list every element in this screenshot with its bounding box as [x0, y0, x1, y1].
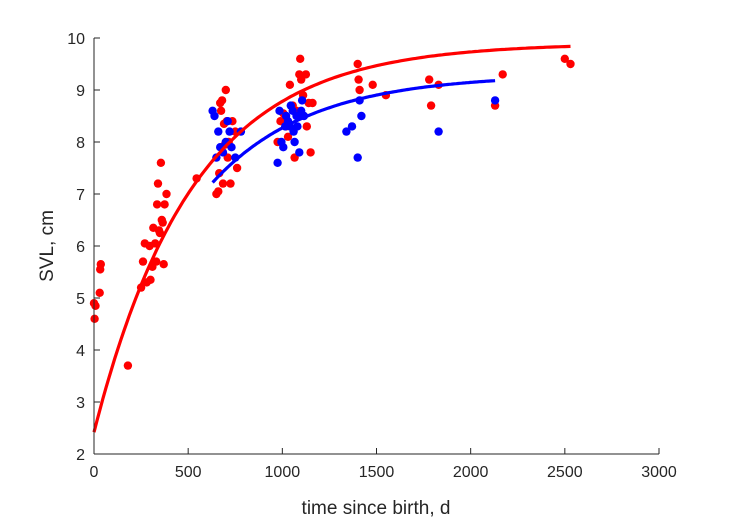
data-point — [353, 59, 362, 69]
y-tick-label: 3 — [76, 395, 85, 412]
data-point — [279, 143, 288, 152]
data-point — [96, 260, 106, 269]
data-point — [296, 54, 305, 63]
x-tick-label: 500 — [175, 464, 202, 481]
data-point — [146, 275, 155, 284]
data-point — [158, 218, 167, 227]
x-tick-label: 3000 — [641, 464, 677, 481]
data-point — [95, 288, 104, 297]
data-point — [368, 80, 377, 90]
data-point — [308, 98, 317, 108]
data-point — [227, 143, 236, 152]
data-point — [218, 179, 228, 188]
axes: 0 500 1000 1500 2000 2500 3000 2 3 4 5 6 7 8 9 10 — [67, 31, 677, 481]
data-point — [210, 111, 219, 121]
data-point — [273, 158, 282, 167]
data-point — [293, 122, 302, 131]
data-point — [498, 70, 507, 79]
x-tick-label: 1000 — [265, 464, 301, 481]
data-point — [301, 70, 311, 79]
y-tick-label: 5 — [76, 291, 85, 308]
fit-curve — [92, 44, 571, 433]
data-point — [226, 179, 235, 188]
data-point — [152, 257, 161, 266]
data-point — [155, 228, 165, 238]
y-tick-label: 10 — [67, 31, 85, 48]
y-tick-label: 6 — [76, 239, 85, 256]
data-point — [156, 158, 166, 167]
data-point — [221, 85, 230, 95]
data-point — [153, 179, 163, 188]
data-point — [560, 54, 569, 63]
data-point — [425, 75, 434, 84]
data-point — [285, 80, 295, 90]
y-axis-label: SVL, cm — [37, 210, 58, 282]
data-point — [355, 85, 364, 95]
x-tick-label: 2000 — [453, 464, 489, 481]
data-point — [162, 189, 171, 199]
data-point — [490, 96, 500, 105]
x-tick-label: 2500 — [547, 464, 583, 481]
data-point — [353, 153, 362, 162]
x-axis-label: time since birth, d — [302, 498, 451, 519]
data-point — [302, 122, 311, 131]
data-point — [225, 127, 234, 136]
data-point — [566, 59, 575, 69]
data-point — [354, 75, 363, 84]
data-point — [357, 111, 366, 121]
y-tick-label: 2 — [76, 447, 85, 464]
data-point — [297, 96, 307, 105]
data-point — [123, 361, 133, 370]
x-tick-label: 1500 — [359, 464, 395, 481]
y-tick-label: 8 — [76, 135, 85, 152]
data-point — [306, 148, 315, 157]
data-point — [434, 127, 443, 136]
data-point — [91, 301, 100, 310]
data-point — [217, 96, 227, 105]
data-point — [138, 257, 148, 266]
data-point — [347, 122, 357, 131]
x-tick-label: 0 — [90, 464, 99, 481]
data-point — [159, 260, 168, 269]
data-point — [152, 200, 162, 209]
data-point — [214, 187, 223, 196]
data-point — [160, 200, 169, 209]
data-point — [90, 314, 99, 323]
data-point — [232, 163, 242, 173]
fit-curve — [211, 79, 496, 184]
data-point — [216, 106, 226, 116]
data-point — [290, 137, 299, 147]
y-tick-label: 7 — [76, 187, 85, 204]
data-point — [295, 148, 304, 157]
data-point — [223, 117, 232, 126]
y-tick-label: 4 — [76, 343, 85, 360]
data-point — [283, 132, 293, 141]
data-point — [275, 106, 284, 116]
data-point — [342, 127, 351, 136]
plot-area — [89, 44, 575, 433]
y-tick-label: 9 — [76, 83, 85, 100]
data-point — [426, 101, 436, 110]
data-point — [214, 127, 223, 136]
